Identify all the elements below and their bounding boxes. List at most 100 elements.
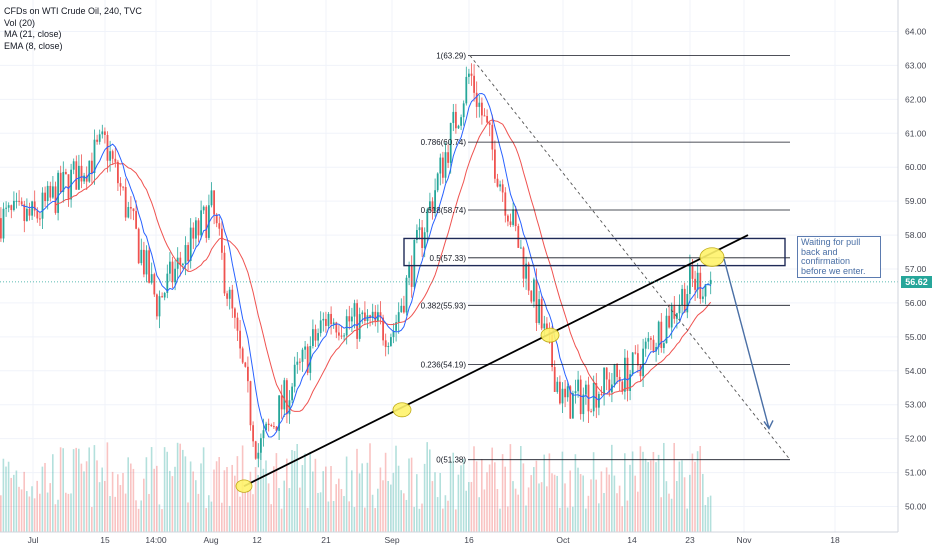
candle-body[interactable] [699, 272, 702, 299]
candle-body[interactable] [561, 388, 564, 404]
candle-body[interactable] [361, 312, 364, 315]
candle-body[interactable] [473, 75, 475, 93]
candle-body[interactable] [41, 192, 44, 219]
candle-body[interactable] [57, 172, 59, 213]
candle-body[interactable] [683, 288, 686, 313]
candle-body[interactable] [340, 335, 343, 337]
candle-body[interactable] [382, 317, 384, 341]
candle-body[interactable] [161, 296, 163, 298]
candle-body[interactable] [564, 388, 566, 398]
candle-body[interactable] [707, 284, 709, 286]
candle-body[interactable] [704, 284, 707, 297]
candle-body[interactable] [312, 329, 314, 346]
candle-body[interactable] [345, 316, 348, 336]
candle-body[interactable] [520, 247, 522, 249]
candle-body[interactable] [569, 386, 572, 419]
candle-body[interactable] [566, 386, 569, 398]
candle-body[interactable] [663, 343, 665, 348]
candle-body[interactable] [652, 339, 655, 352]
candle-body[interactable] [75, 161, 78, 190]
candle-body[interactable] [39, 218, 41, 220]
candle-body[interactable] [293, 364, 296, 387]
candle-body[interactable] [694, 278, 696, 290]
candle-body[interactable] [109, 151, 111, 161]
candle-body[interactable] [491, 124, 494, 150]
candle-body[interactable] [379, 312, 382, 318]
candle-body[interactable] [631, 352, 634, 375]
candle-body[interactable] [20, 201, 23, 205]
candle-body[interactable] [158, 296, 161, 317]
candle-body[interactable] [574, 391, 577, 394]
candle-body[interactable] [639, 365, 642, 377]
candle-body[interactable] [621, 381, 624, 392]
candle-body[interactable] [527, 263, 530, 291]
candle-body[interactable] [483, 115, 486, 117]
candle-body[interactable] [348, 316, 351, 322]
candle-body[interactable] [655, 347, 657, 352]
candle-body[interactable] [637, 353, 639, 366]
candle-body[interactable] [543, 323, 546, 329]
candle-body[interactable] [119, 183, 122, 187]
trendline[interactable] [243, 234, 749, 487]
candle-body[interactable] [377, 312, 379, 322]
candle-body[interactable] [369, 315, 371, 318]
candle-body[interactable] [262, 430, 265, 439]
candle-body[interactable] [605, 367, 608, 380]
projection-arrow-shaft[interactable] [723, 258, 770, 429]
candle-body[interactable] [239, 330, 241, 349]
candle-body[interactable] [504, 192, 507, 216]
candle-body[interactable] [80, 165, 83, 182]
candle-body[interactable] [192, 227, 195, 239]
candle-body[interactable] [579, 379, 582, 415]
candle-body[interactable] [130, 207, 132, 209]
candle-body[interactable] [104, 131, 106, 135]
candle-body[interactable] [182, 263, 184, 266]
candle-body[interactable] [5, 207, 7, 209]
candle-body[interactable] [215, 214, 218, 224]
candle-body[interactable] [283, 380, 286, 410]
candle-body[interactable] [405, 277, 408, 313]
candle-body[interactable] [59, 172, 62, 193]
candle-body[interactable] [478, 102, 481, 107]
candle-body[interactable] [364, 312, 366, 321]
candle-body[interactable] [62, 171, 65, 193]
candle-body[interactable] [322, 318, 325, 321]
candle-body[interactable] [247, 366, 249, 382]
candle-body[interactable] [418, 227, 421, 231]
candle-body[interactable] [10, 205, 13, 211]
candle-body[interactable] [374, 311, 377, 322]
candle-body[interactable] [585, 384, 587, 395]
candle-body[interactable] [371, 311, 374, 318]
candle-body[interactable] [509, 221, 512, 225]
candle-body[interactable] [249, 381, 252, 426]
candle-body[interactable] [226, 293, 228, 299]
candle-body[interactable] [98, 134, 101, 142]
candle-body[interactable] [507, 215, 509, 222]
candle-body[interactable] [468, 73, 470, 77]
candle-body[interactable] [403, 305, 405, 313]
candle-body[interactable] [332, 322, 335, 325]
candle-body[interactable] [338, 332, 340, 336]
candle-body[interactable] [33, 201, 36, 211]
candle-body[interactable] [577, 379, 579, 392]
candle-body[interactable] [208, 205, 210, 238]
candle-body[interactable] [535, 279, 538, 323]
candle-body[interactable] [236, 317, 239, 331]
candle-body[interactable] [517, 226, 520, 248]
candle-body[interactable] [434, 190, 436, 212]
candle-body[interactable] [93, 139, 96, 174]
candle-body[interactable] [327, 313, 330, 326]
candle-body[interactable] [439, 157, 442, 174]
candle-body[interactable] [317, 333, 319, 341]
candle-body[interactable] [514, 209, 517, 227]
candle-body[interactable] [559, 381, 561, 404]
candle-body[interactable] [36, 210, 39, 219]
candle-body[interactable] [689, 265, 691, 295]
candle-body[interactable] [197, 220, 200, 236]
candle-body[interactable] [413, 239, 416, 287]
candle-body[interactable] [618, 376, 621, 382]
candle-body[interactable] [460, 117, 462, 126]
candle-body[interactable] [145, 250, 148, 275]
candle-body[interactable] [254, 441, 257, 459]
